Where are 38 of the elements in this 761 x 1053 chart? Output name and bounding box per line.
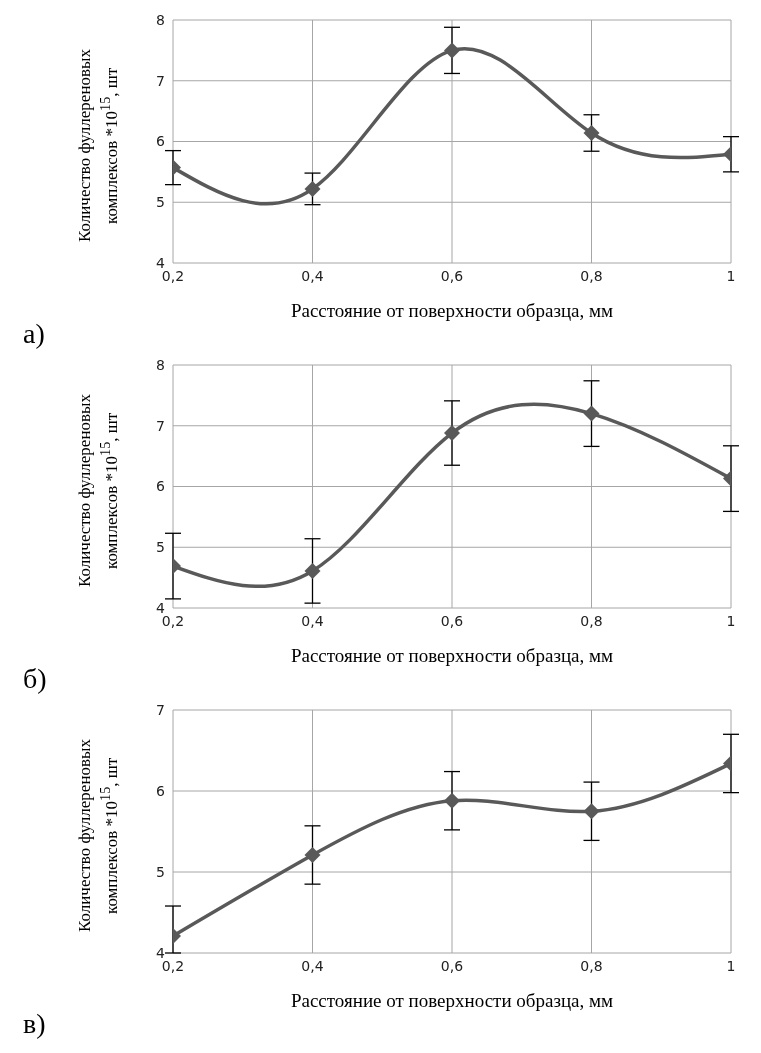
point [304, 562, 321, 579]
y-tick-label: 5 [156, 863, 165, 880]
x-axis-title: Расстояние от поверхности образца, мм [289, 990, 615, 1012]
x-tick-label: 0,4 [301, 267, 324, 284]
point [444, 792, 460, 809]
text: а) [23, 318, 45, 350]
x-axis-title: Расстояние от поверхности образца, мм [289, 645, 615, 667]
x-tick-label: 0,8 [580, 957, 603, 974]
point [444, 425, 460, 442]
point [444, 42, 460, 59]
y-tick-label: 8 [156, 11, 165, 28]
text: б) [23, 663, 47, 695]
x-tick-label: 0,4 [301, 612, 324, 629]
y-tick-label: 6 [156, 478, 166, 495]
x-tick-label: 0,8 [580, 267, 603, 284]
x-tick-label: 0,6 [440, 267, 464, 284]
point [583, 405, 600, 422]
text: в) [23, 1008, 46, 1040]
y-tick-label: 6 [156, 782, 166, 799]
y-tick-label: 6 [156, 133, 166, 150]
y-tick-label: 7 [156, 417, 165, 434]
x-tick-label: 0,4 [301, 957, 324, 974]
point [304, 180, 321, 197]
x-tick-label: 1 [726, 267, 736, 284]
y-tick-label: 7 [156, 72, 165, 89]
point [583, 803, 600, 820]
y-tick-label: 7 [156, 701, 165, 718]
x-tick-label: 0,6 [440, 957, 464, 974]
x-tick-label: 0,6 [440, 612, 464, 629]
y-tick-label: 5 [156, 539, 165, 556]
y-tick-label: 8 [156, 356, 165, 373]
x-axis-title: Расстояние от поверхности образца, мм [289, 300, 615, 322]
y-tick-label: 5 [156, 194, 165, 211]
point [583, 125, 600, 141]
x-tick-label: 1 [726, 612, 736, 629]
point [304, 846, 321, 863]
x-tick-label: 0,8 [580, 612, 603, 629]
x-tick-label: 1 [726, 957, 736, 974]
